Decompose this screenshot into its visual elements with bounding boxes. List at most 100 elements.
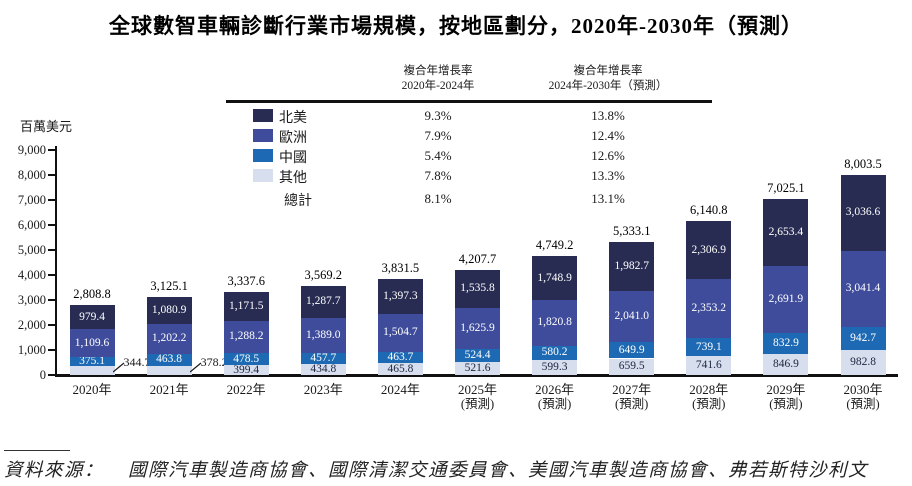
segment-value-label: 659.5: [618, 360, 645, 373]
x-axis-label: 2022年: [211, 382, 281, 397]
bar-segment: [146, 365, 192, 375]
header-divider-line: [226, 100, 712, 103]
legend-swatch-1: [253, 129, 273, 142]
bar-segment: 1,748.9: [532, 256, 578, 300]
legend-label: 其他: [279, 171, 307, 186]
bar-segment: 1,504.7: [377, 314, 423, 352]
bar-segment: 1,287.7: [300, 285, 346, 318]
x-axis-forecast-tag: (預測): [846, 397, 880, 411]
cagr-value-2: 13.1%: [591, 191, 625, 206]
cagr-value-1: 5.4%: [424, 148, 452, 163]
bar-segment: 2,306.9: [686, 221, 732, 280]
cagr-header-line1: 複合年增長率: [573, 65, 643, 77]
y-axis-tick-label: 3,000: [17, 293, 46, 307]
segment-value-label: 465.8: [387, 362, 414, 375]
legend-swatch-0: [253, 109, 273, 122]
bar-total-label: 6,140.8: [690, 203, 728, 218]
bar-segment: [69, 366, 115, 375]
segment-value-label: 378.2: [200, 355, 228, 369]
bar-segment: 375.1: [69, 355, 115, 367]
segment-value-label: 524.4: [464, 348, 491, 361]
x-axis-forecast-tag: (預測): [769, 397, 803, 411]
y-axis-tick-label: 5,000: [17, 243, 46, 257]
legend-row-china: 中國 5.4% 12.6%: [0, 146, 912, 166]
segment-value-label: 399.4: [233, 363, 260, 376]
segment-value-label: 1,287.7: [306, 295, 341, 308]
x-axis-label: 2029年 (預測): [751, 382, 821, 412]
bar-segment: 1,389.0: [300, 317, 346, 353]
legend-label: 總計: [284, 194, 312, 209]
bar-total-label: 3,831.5: [381, 261, 420, 276]
x-axis-line: [55, 374, 898, 377]
x-axis-year: 2028年: [689, 382, 729, 397]
x-axis-label: 2025年 (預測): [443, 382, 513, 412]
cagr-header-2020-2024: 複合年增長率 2020年-2024年: [350, 64, 526, 94]
x-axis-forecast-tag: (預測): [692, 397, 726, 411]
bar-segment: 2,353.2: [686, 279, 732, 338]
segment-value-label: 1,109.6: [74, 336, 110, 349]
legend-swatch-3: [253, 169, 273, 182]
leader-line: [112, 361, 126, 379]
cagr-value-2: 12.4%: [591, 128, 625, 143]
cagr-value-2: 13.8%: [591, 108, 625, 123]
y-axis-tick-label: 9,000: [17, 143, 46, 157]
cagr-value-1: 8.1%: [424, 191, 452, 206]
x-axis-label: 2026年 (預測): [520, 382, 590, 412]
bar-segment: 1,202.2: [146, 323, 192, 354]
x-axis-label: 2023年: [288, 382, 358, 397]
footer-divider-line: [4, 450, 70, 452]
x-axis-year: 2030年: [843, 382, 883, 397]
x-axis-year: 2020年: [72, 382, 112, 397]
bar-total-label: 3,337.6: [227, 273, 265, 288]
y-axis-tick-mark: [48, 174, 55, 176]
y-axis-tick-mark: [48, 224, 55, 226]
cagr-header-line1: 複合年增長率: [403, 65, 473, 77]
y-axis-line: [55, 146, 57, 374]
bar-segment: 1,171.5: [223, 291, 269, 321]
bar-segment: 1,820.8: [532, 299, 578, 346]
legend-row-europe: 歐洲 7.9% 12.4%: [0, 126, 912, 146]
y-axis-tick-label: 6,000: [17, 218, 46, 232]
y-axis-tick-mark: [48, 149, 55, 151]
leader-line: [189, 361, 203, 379]
bar-segment: 3,036.6: [840, 174, 886, 251]
x-axis-year: 2021年: [149, 382, 189, 397]
segment-value-label: 463.8: [156, 353, 183, 366]
y-axis-tick-mark: [48, 274, 55, 276]
segment-value-label: 599.3: [541, 361, 568, 373]
bar-segment: 982.8: [840, 350, 886, 375]
chart-title: 全球數智車輛診斷行業市場規模，按地區劃分，2020年-2030年（預測）: [109, 14, 803, 38]
legend-row-total: 總計 8.1% 13.1%: [0, 189, 912, 209]
y-axis-tick-mark: [48, 249, 55, 251]
bar-segment: 846.9: [763, 353, 809, 375]
y-axis-tick-label: 0: [39, 368, 46, 382]
segment-value-label: 832.9: [772, 336, 799, 349]
source-text: 國際汽車製造商協會、國際清潔交通委員會、美國汽車製造商協會、弗若斯特沙利文: [128, 461, 869, 481]
x-axis-label: 2024年: [365, 382, 435, 397]
bar-segment: 457.7: [300, 352, 346, 365]
bar-total-label: 3,125.1: [150, 278, 188, 293]
segment-value-label: 478.5: [233, 352, 260, 365]
segment-value-label: 1,171.5: [228, 299, 264, 312]
bar-segment: 649.9: [609, 342, 655, 359]
y-axis-tick-mark: [48, 324, 55, 326]
segment-value-label: 1,504.7: [383, 326, 418, 339]
segment-value-label: 1,389.0: [306, 328, 341, 341]
legend-row-other: 其他 7.8% 13.3%: [0, 166, 912, 186]
x-axis-year: 2023年: [303, 382, 343, 397]
bar-segment: 521.6: [455, 361, 500, 375]
segment-value-label: 1,202.2: [151, 332, 187, 345]
y-axis-tick-label: 4,000: [17, 268, 46, 282]
segment-value-label: 463.7: [387, 351, 414, 364]
segment-value-label: 1,535.8: [460, 282, 495, 295]
legend-swatch-2: [253, 149, 273, 162]
segment-value-label: 2,041.0: [614, 310, 649, 323]
x-axis-forecast-tag: (預測): [460, 397, 495, 411]
bar-segment: 524.4: [455, 348, 500, 362]
cagr-value-1: 9.3%: [424, 108, 452, 123]
segment-value-label: 3,036.6: [845, 206, 881, 219]
y-axis-tick-label: 2,000: [17, 318, 46, 332]
segment-value-label: 521.6: [464, 361, 491, 374]
